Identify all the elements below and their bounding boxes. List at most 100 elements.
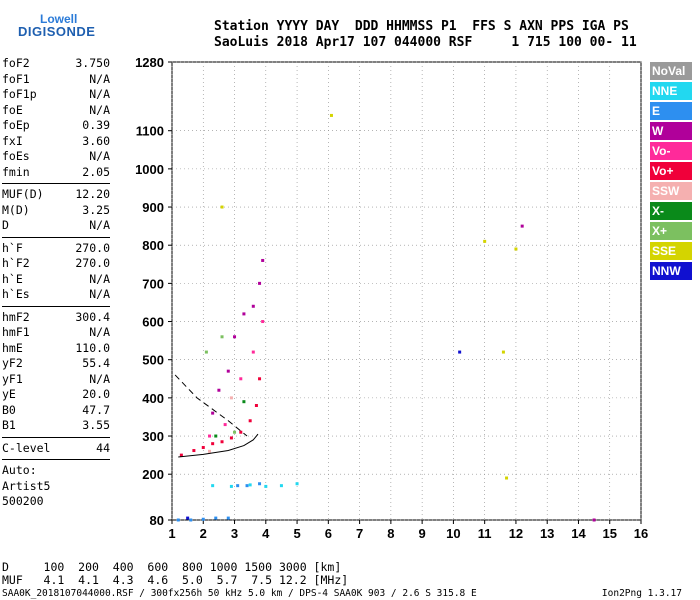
data-point [483,239,487,243]
data-point [189,518,193,522]
data-point [211,411,215,415]
data-point [201,517,205,521]
param-name: foF2 [2,56,30,70]
data-point [204,350,208,354]
param-name: hmE [2,340,23,355]
profile-curve [178,433,259,458]
param-name: MUF(D) [2,187,44,201]
y-tick-label: 1280 [135,55,164,70]
x-tick-label: 2 [200,526,207,541]
data-point [242,312,246,316]
param-value: N/A [89,87,110,101]
x-tick-label: 7 [356,526,363,541]
param-row: foF2 3.750 [2,56,110,72]
footer-file-info: SAA0K_2018107044000.RSF / 300fx256h 50 k… [2,588,477,599]
param-row: M(D) 3.25 [2,203,110,219]
param-row: MUF(D) 12.20 [2,187,110,203]
legend-item: Vo- [650,142,692,160]
param-value: N/A [89,218,110,232]
data-point [226,369,230,373]
param-row: foEs N/A [2,149,110,165]
param-name: M(D) [2,202,30,217]
param-separator [2,305,110,307]
y-tick-label: 200 [142,467,164,482]
param-name: hmF2 [2,309,30,324]
x-tick-label: 8 [387,526,394,541]
param-name: yF1 [2,371,23,386]
legend-item: Vo+ [650,162,692,180]
plot-frame [171,61,642,521]
x-tick-label: 13 [540,526,554,541]
x-tick-label: 4 [262,526,270,541]
legend-item: NNE [650,82,692,100]
param-note: Artist5 [2,478,51,493]
dashed-trace [174,374,248,437]
param-value: N/A [89,102,110,117]
y-tick-label: 800 [142,238,164,253]
param-name: foEs [2,149,30,163]
data-point [329,113,333,117]
legend-item: W [650,122,692,140]
x-tick-label: 14 [571,526,586,541]
y-tick-label: 500 [142,353,164,368]
data-point [295,482,299,486]
param-value: 20.0 [82,387,110,401]
param-name: D [2,218,9,232]
param-name: foF1 [2,71,30,86]
param-separator [2,236,110,238]
data-point [258,377,262,381]
data-point [217,388,221,392]
data-point [233,335,237,339]
param-row: hmE 110.0 [2,341,110,357]
legend-item: SSW [650,182,692,200]
x-tick-label: 16 [634,526,648,541]
data-point [179,453,183,457]
param-row: h`E N/A [2,272,110,288]
param-note: Auto: [2,463,37,477]
param-row: hmF2 300.4 [2,310,110,326]
param-note: 500200 [2,494,44,508]
param-value: 3.25 [82,202,110,217]
data-point [251,350,255,354]
data-point [261,258,265,262]
data-point [242,400,246,404]
x-tick-label: 6 [325,526,332,541]
param-value: N/A [89,71,110,86]
data-point [501,350,505,354]
param-row: fmin 2.05 [2,165,110,181]
x-tick-label: 1 [168,526,175,541]
param-name: h`Es [2,287,30,301]
data-point [592,518,596,522]
param-name: C-level [2,440,51,455]
data-point [229,436,233,440]
polarization-legend: NoVal NNE E W Vo- Vo+ SSW X- X+ SSE NNW [650,62,692,282]
data-point [229,484,233,488]
data-point [208,449,212,453]
param-row: yE 20.0 [2,387,110,403]
x-tick-label: 3 [231,526,238,541]
param-name: h`F2 [2,256,30,270]
param-name: foEp [2,118,30,132]
data-point [192,449,196,453]
data-point [239,377,243,381]
data-point [279,484,283,488]
y-tick-label: 1100 [136,124,164,139]
data-point [248,483,252,487]
data-point [220,335,224,339]
x-tick-label: 10 [446,526,460,541]
param-row: B0 47.7 [2,403,110,419]
legend-item: E [650,102,692,120]
param-value: 3.60 [82,133,110,148]
data-point [208,434,212,438]
x-tick-label: 5 [293,526,300,541]
data-point [258,281,262,285]
param-row: foEp 0.39 [2,118,110,134]
param-separator [2,459,110,460]
x-tick-label: 12 [509,526,523,541]
param-value: 47.7 [82,402,110,417]
footer-muf-row: MUF 4.1 4.1 4.3 4.6 5.0 5.7 7.5 12.2 [MH… [2,573,349,587]
param-value: 55.4 [82,356,110,370]
param-value: N/A [89,371,110,386]
data-point [220,205,224,209]
